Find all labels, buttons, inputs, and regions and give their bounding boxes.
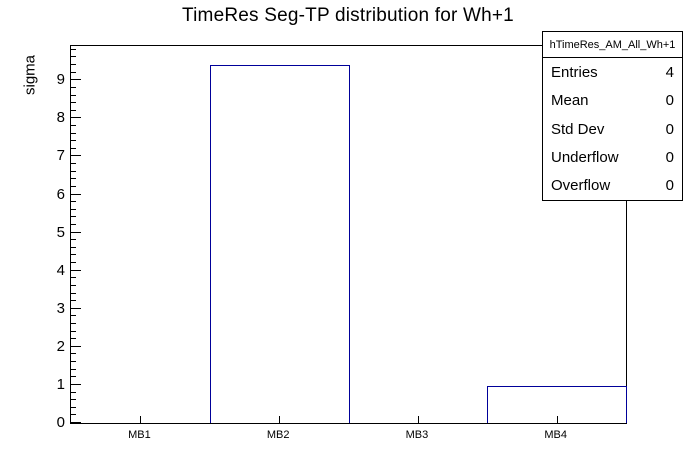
y-tick-label: 3 [56,299,65,317]
stats-row: Underflow 0 [543,143,682,171]
y-major-tick [71,269,81,271]
y-tick-label: 9 [56,71,65,89]
y-minor-tick [71,48,76,50]
histogram-bar [209,65,350,423]
y-minor-tick [71,254,76,256]
y-minor-tick [71,56,76,58]
y-minor-tick [71,86,76,88]
y-minor-tick [71,170,76,172]
y-minor-tick [71,262,76,264]
x-tick-label: MB4 [544,429,567,441]
stats-row: Entries 4 [543,58,682,86]
x-tick [417,416,419,423]
y-minor-tick [71,124,76,126]
y-minor-tick [71,147,76,149]
plot-frame [70,45,627,424]
y-minor-tick [71,391,76,393]
x-tick-label: MB3 [405,429,429,441]
y-major-tick [71,345,81,347]
stats-row-value: 0 [665,148,674,166]
y-tick-label: 7 [56,147,65,165]
y-minor-tick [71,208,76,210]
y-major-tick [71,193,81,195]
y-axis-label-text: sigma [21,54,39,96]
y-minor-tick [71,353,76,355]
y-minor-tick [71,216,76,218]
y-minor-tick [71,330,76,332]
y-minor-tick [71,201,76,203]
y-major-tick [71,231,81,233]
y-minor-tick [71,239,76,241]
y-tick-label: 1 [56,375,65,393]
chart-title: TimeRes Seg-TP distribution for Wh+1 [182,5,514,26]
y-minor-tick [71,315,76,317]
y-minor-tick [71,338,76,340]
y-minor-tick [71,185,76,187]
y-minor-tick [71,361,76,363]
y-tick-label: 8 [56,109,65,127]
x-tick [556,416,558,423]
y-minor-tick [71,399,76,401]
x-tick [140,416,142,423]
x-tick-label: MB1 [128,429,151,441]
y-minor-tick [71,223,76,225]
y-minor-tick [71,178,76,180]
y-major-tick [71,383,81,385]
y-minor-tick [71,368,76,370]
x-tick-label: MB2 [266,429,290,441]
stats-row-value: 4 [665,63,674,81]
y-tick-label: 2 [56,337,65,355]
y-axis-label: sigma [21,38,39,112]
stats-row-label: Entries [551,63,598,81]
stats-row: Mean 0 [543,86,682,114]
y-minor-tick [71,132,76,134]
stats-row-value: 0 [665,120,674,138]
y-tick-label: 4 [56,261,65,279]
stats-row-label: Underflow [551,148,619,166]
y-minor-tick [71,406,76,408]
y-minor-tick [71,163,76,165]
y-major-tick [71,422,81,423]
y-minor-tick [71,284,76,286]
y-minor-tick [71,64,76,66]
y-minor-tick [71,109,76,111]
stats-box: hTimeRes_AM_All_Wh+1 Entries 4 Mean 0 Std De… [542,31,683,201]
y-minor-tick [71,277,76,279]
stats-row-value: 0 [665,92,674,110]
y-minor-tick [71,71,76,73]
y-major-tick [71,155,81,157]
y-minor-tick [71,292,76,294]
stats-row-label: Overflow [551,177,611,195]
stats-row-label: Std Dev [551,120,605,138]
y-minor-tick [71,323,76,324]
y-minor-tick [71,102,76,104]
stats-row: Overflow 0 [543,172,682,200]
y-minor-tick [71,246,76,248]
y-tick-label: 0 [56,414,65,431]
y-tick-label: 6 [56,185,65,203]
y-major-tick [71,307,81,309]
y-major-tick [71,79,81,81]
stats-row-value: 0 [665,177,674,195]
stats-row-label: Mean [551,92,589,110]
x-tick [279,416,281,423]
stats-rows: Entries 4 Mean 0 Std Dev 0 Underflow 0 Overflow 0 [543,58,682,200]
stats-box-title: hTimeRes_AM_All_Wh+1 [543,32,682,58]
y-minor-tick [71,94,76,96]
y-minor-tick [71,414,76,416]
stats-row: Std Dev 0 [543,115,682,143]
histogram-bar [487,385,627,423]
y-minor-tick [71,376,76,378]
y-tick-label: 5 [56,223,65,241]
y-minor-tick [71,300,76,302]
y-minor-tick [71,140,76,142]
y-major-tick [71,117,81,119]
